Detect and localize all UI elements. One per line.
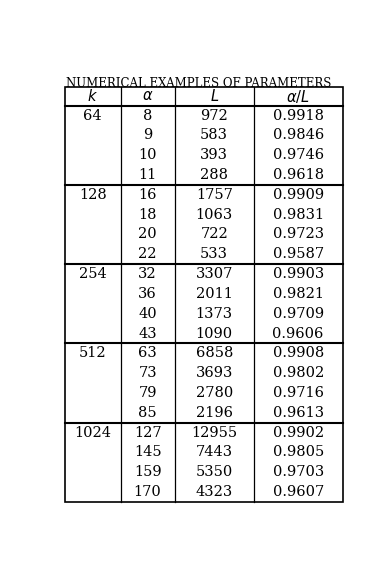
Text: 0.9831: 0.9831 (273, 208, 324, 222)
Text: 170: 170 (134, 485, 161, 499)
Text: 254: 254 (79, 267, 107, 281)
Text: 0.9607: 0.9607 (272, 485, 324, 499)
Text: 0.9918: 0.9918 (273, 108, 324, 123)
Text: 0.9908: 0.9908 (272, 346, 324, 360)
Text: 3307: 3307 (196, 267, 233, 281)
Text: 0.9703: 0.9703 (272, 465, 324, 479)
Text: 8: 8 (143, 108, 152, 123)
Text: 2011: 2011 (196, 287, 233, 301)
Text: 288: 288 (200, 168, 228, 182)
Text: $\alpha/L$: $\alpha/L$ (286, 87, 310, 105)
Text: 0.9587: 0.9587 (273, 247, 324, 261)
Text: 18: 18 (139, 208, 157, 222)
Text: 4323: 4323 (196, 485, 233, 499)
Text: 1757: 1757 (196, 188, 233, 202)
Text: 7443: 7443 (196, 445, 233, 460)
Text: 0.9606: 0.9606 (272, 327, 324, 341)
Text: 63: 63 (138, 346, 157, 360)
Text: 0.9902: 0.9902 (273, 425, 324, 440)
Text: 6858: 6858 (196, 346, 233, 360)
Text: 1090: 1090 (196, 327, 233, 341)
Text: 3693: 3693 (196, 366, 233, 380)
Text: 145: 145 (134, 445, 161, 460)
Text: 0.9802: 0.9802 (272, 366, 324, 380)
Text: 22: 22 (139, 247, 157, 261)
Text: 0.9613: 0.9613 (273, 406, 324, 420)
Text: 583: 583 (200, 128, 228, 143)
Text: 36: 36 (138, 287, 157, 301)
Text: 43: 43 (138, 327, 157, 341)
Text: $\alpha$: $\alpha$ (142, 89, 153, 103)
Text: $k$: $k$ (87, 88, 98, 104)
Text: 0.9716: 0.9716 (273, 386, 324, 400)
Text: 533: 533 (200, 247, 228, 261)
Text: 1024: 1024 (74, 425, 111, 440)
Text: 0.9805: 0.9805 (272, 445, 324, 460)
Text: 2196: 2196 (196, 406, 233, 420)
Text: 0.9746: 0.9746 (273, 148, 324, 162)
Text: 393: 393 (200, 148, 228, 162)
Text: 64: 64 (83, 108, 102, 123)
Text: 0.9709: 0.9709 (273, 307, 324, 321)
Text: 128: 128 (79, 188, 107, 202)
Text: 9: 9 (143, 128, 152, 143)
Text: 0.9909: 0.9909 (273, 188, 324, 202)
Text: 5350: 5350 (196, 465, 233, 479)
Text: 512: 512 (79, 346, 107, 360)
Text: 0.9903: 0.9903 (272, 267, 324, 281)
Text: 2780: 2780 (196, 386, 233, 400)
Text: 972: 972 (200, 108, 228, 123)
Text: 0.9846: 0.9846 (272, 128, 324, 143)
Text: 0.9821: 0.9821 (273, 287, 324, 301)
Text: 85: 85 (138, 406, 157, 420)
Text: 159: 159 (134, 465, 161, 479)
Text: 0.9618: 0.9618 (273, 168, 324, 182)
Text: 127: 127 (134, 425, 161, 440)
Text: 20: 20 (138, 227, 157, 241)
Text: 12955: 12955 (191, 425, 237, 440)
Text: 40: 40 (138, 307, 157, 321)
Text: 10: 10 (139, 148, 157, 162)
Text: 722: 722 (200, 227, 228, 241)
Text: 73: 73 (138, 366, 157, 380)
Text: 79: 79 (139, 386, 157, 400)
Text: 1373: 1373 (196, 307, 233, 321)
Text: 0.9723: 0.9723 (273, 227, 324, 241)
Text: 1063: 1063 (196, 208, 233, 222)
Text: 32: 32 (138, 267, 157, 281)
Text: NUMERICAL EXAMPLES OF PARAMETERS: NUMERICAL EXAMPLES OF PARAMETERS (66, 77, 331, 90)
Text: 11: 11 (139, 168, 157, 182)
Text: $L$: $L$ (210, 88, 219, 104)
Text: 16: 16 (139, 188, 157, 202)
